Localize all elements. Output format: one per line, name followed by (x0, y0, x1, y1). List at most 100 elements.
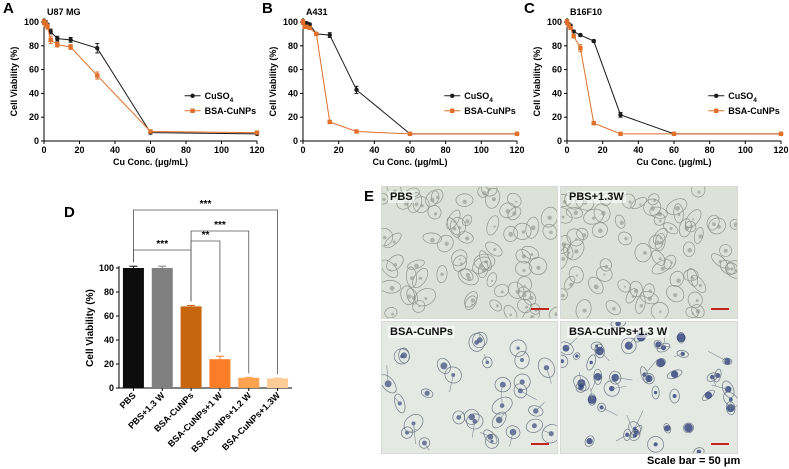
y-tick-label: 40 (29, 88, 39, 98)
micrograph-background (561, 322, 737, 453)
data-point (407, 131, 413, 137)
stained-nucleus (653, 442, 658, 447)
cell-process (615, 434, 628, 442)
data-point (304, 24, 309, 29)
chart-title: B16F10 (570, 7, 602, 17)
cell-outline (466, 413, 484, 430)
cell-outline (398, 347, 410, 364)
significance-label: *** (200, 199, 212, 210)
cell-outline (384, 232, 402, 249)
cell-process (599, 350, 610, 362)
cell-outline (422, 232, 442, 244)
micrograph-pbs-1-3w: PBS+1.3W (560, 186, 738, 319)
data-point (571, 34, 576, 39)
cell-nucleus (561, 256, 566, 261)
cell-nucleus (670, 261, 673, 264)
cell-nucleus (487, 187, 491, 191)
stained-nucleus (400, 352, 408, 359)
cell-nucleus (452, 226, 457, 231)
cell-outline (561, 206, 573, 224)
cell-outline (706, 214, 720, 231)
stained-nucleus (593, 373, 602, 381)
micrograph-pbs: PBS (381, 186, 558, 319)
chart-title: U87 MG (47, 7, 81, 17)
stained-nucleus (561, 359, 565, 364)
cell-nucleus (424, 297, 428, 301)
data-point (95, 45, 100, 51)
cell-outline (483, 429, 498, 445)
cell-nucleus (436, 195, 440, 200)
cell-process (413, 423, 416, 444)
data-point (568, 25, 573, 31)
scale-bar-caption: Scale bar = 50 μm (647, 455, 741, 467)
cell-outline (684, 220, 697, 233)
cell-outline (713, 368, 722, 383)
micrograph-label-bsa-cunps: BSA-CuNPs (388, 326, 455, 338)
micrograph-bsa-cunps-1-3w: BSA-CuNPs+1.3 W (560, 321, 738, 454)
stained-nucleus (487, 433, 494, 440)
cell-process (498, 411, 506, 421)
x-tick-label: 120 (509, 145, 524, 155)
cell-outline (513, 222, 532, 240)
data-point (68, 37, 73, 43)
cell-nucleus (689, 224, 694, 229)
cell-outline (599, 258, 612, 272)
data-point (48, 29, 53, 34)
x-tick-label: 60 (405, 145, 415, 155)
cell-outline (614, 214, 626, 229)
cell-outline (412, 196, 430, 214)
cell-outline (591, 222, 608, 238)
cell-outline (407, 259, 425, 270)
cell-outline (575, 381, 587, 393)
cell-outline (485, 187, 501, 209)
x-tick-label: 100 (214, 145, 229, 155)
data-point (578, 32, 583, 38)
series-line (302, 21, 517, 135)
cell-outline (656, 342, 671, 353)
data-point (671, 131, 677, 137)
cell-outline (609, 370, 622, 385)
cell-nucleus (575, 274, 578, 277)
cell-nucleus (491, 197, 496, 202)
cell-outline (653, 213, 666, 226)
cell-nucleus (643, 251, 647, 255)
cell-nucleus (393, 263, 398, 267)
cell-outline (540, 206, 557, 228)
cell-outline (425, 190, 440, 208)
bar (151, 268, 173, 388)
cell-outline (723, 391, 737, 408)
cell-process (673, 353, 683, 358)
data-point (618, 112, 623, 118)
cell-outline (647, 436, 665, 453)
cell-outline (682, 241, 696, 257)
cell-nucleus (482, 191, 487, 196)
x-tick-label: 60 (145, 145, 155, 155)
data-point (95, 73, 100, 78)
cell-outline (690, 275, 707, 293)
cell-outline (597, 402, 606, 412)
cell-nucleus (659, 241, 664, 245)
cell-outline (514, 351, 530, 369)
cell-outline (711, 253, 729, 269)
cell-nucleus (650, 206, 655, 211)
cell-outline (666, 285, 685, 303)
stained-nucleus (645, 375, 653, 383)
cell-nucleus (512, 211, 517, 216)
y-axis-label: Cell Viability (%) (85, 289, 96, 367)
y-tick-label: 0 (293, 136, 298, 146)
x-tick-label: 100 (738, 145, 753, 155)
cell-outline (412, 268, 429, 289)
cell-process (615, 377, 633, 381)
y-tick-label: 0 (557, 136, 562, 146)
micrograph-cells (382, 187, 557, 318)
cell-nucleus (726, 267, 730, 271)
x-tick-label: 120 (773, 145, 788, 155)
cell-nucleus (407, 294, 412, 299)
data-point (254, 130, 260, 135)
stained-nucleus (509, 428, 517, 436)
cell-outline (452, 410, 466, 425)
cell-nucleus (389, 285, 395, 291)
cell-outline (630, 197, 647, 210)
cell-nucleus (509, 313, 512, 317)
cell-nucleus (561, 242, 567, 247)
